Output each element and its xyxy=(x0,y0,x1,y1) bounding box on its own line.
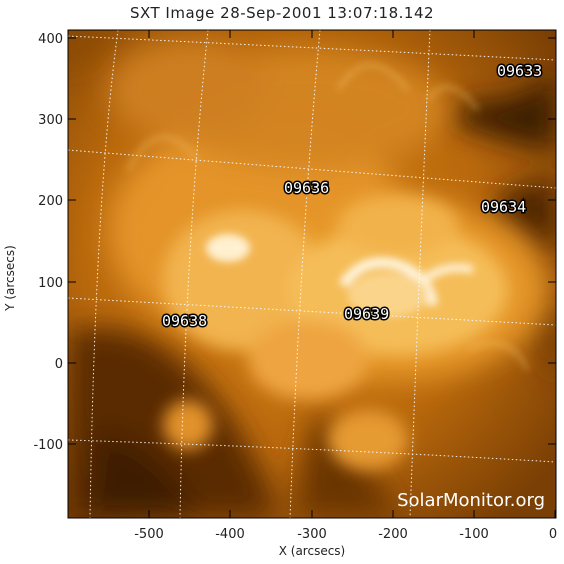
solar-xray-image xyxy=(68,30,556,518)
watermark-text: SolarMonitor.org xyxy=(397,490,545,511)
x-tick-label: -200 xyxy=(378,527,408,542)
region-label: 09634 xyxy=(481,198,526,216)
region-label: 09639 xyxy=(344,305,389,323)
region-label: 09636 xyxy=(284,179,329,197)
region-label: 09638 xyxy=(162,312,207,330)
x-tick-label: -300 xyxy=(297,527,327,542)
x-tick-label: -100 xyxy=(459,527,489,542)
y-tick-label: 100 xyxy=(38,276,63,291)
region-label: 09633 xyxy=(497,62,542,80)
x-axis-title: X (arcsecs) xyxy=(279,544,346,558)
y-tick-label: -100 xyxy=(33,438,63,453)
y-axis-title: Y (arcsecs) xyxy=(3,245,17,312)
y-tick-label: 200 xyxy=(38,194,63,209)
x-tick-label: -500 xyxy=(134,527,164,542)
image-title: SXT Image 28-Sep-2001 13:07:18.142 xyxy=(129,4,435,22)
x-tick-label: 0 xyxy=(549,527,557,542)
x-tick-label: -400 xyxy=(215,527,245,542)
y-tick-label: 400 xyxy=(38,32,63,47)
y-tick-label: 300 xyxy=(38,113,63,128)
y-tick-label: 0 xyxy=(55,357,63,372)
